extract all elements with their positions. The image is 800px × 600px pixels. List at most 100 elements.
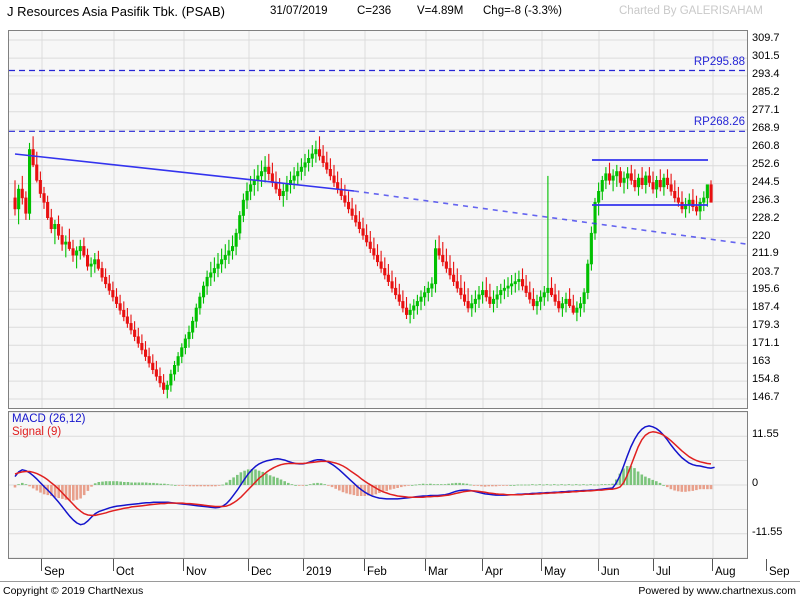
candle-body xyxy=(42,193,46,203)
macd-legend-signal: Signal (9) xyxy=(12,426,62,438)
macd-hist-bar xyxy=(531,484,534,485)
macd-hist-bar xyxy=(250,469,254,485)
candle-body xyxy=(705,184,709,199)
candle-body xyxy=(24,197,28,214)
macd-hist-bar xyxy=(334,485,337,489)
macd-hist-bar xyxy=(141,482,144,485)
candle-body xyxy=(404,307,409,315)
macd-tick-label: -11.55 xyxy=(752,525,783,538)
candle-body xyxy=(484,290,488,298)
candle-body xyxy=(336,182,340,190)
candle-body xyxy=(151,362,155,371)
candle-body xyxy=(687,199,691,205)
macd-hist-bar xyxy=(312,483,316,485)
macd-hist-bar xyxy=(491,485,494,487)
candle-body xyxy=(220,259,224,265)
macd-hist-bar xyxy=(206,485,210,487)
candle-body xyxy=(260,171,264,177)
candle-body xyxy=(212,268,216,274)
macd-hist-bar xyxy=(68,485,71,501)
macd-hist-bar xyxy=(119,481,122,485)
candle-body xyxy=(328,169,332,177)
candle-body xyxy=(607,173,612,181)
candle-body xyxy=(586,263,590,293)
macd-hist-bar xyxy=(42,485,46,495)
candle-body xyxy=(477,294,481,300)
macd-hist-bar xyxy=(272,476,275,485)
macd-hist-bar xyxy=(607,484,611,485)
candle-body xyxy=(466,301,470,309)
candle-body xyxy=(640,177,644,186)
macd-hist-bar xyxy=(469,484,472,486)
price-tick-label: 195.6 xyxy=(752,283,780,296)
candle-body xyxy=(433,248,438,285)
macd-hist-bar xyxy=(604,484,607,485)
macd-hist-bar xyxy=(239,472,243,485)
macd-hist-bar xyxy=(290,484,294,485)
candle-body xyxy=(227,250,231,256)
macd-hist-bar xyxy=(225,482,228,485)
price-tick-label: 211.9 xyxy=(752,247,779,260)
candle-body xyxy=(263,166,267,172)
macd-hist-bar xyxy=(82,485,86,496)
candle-body xyxy=(231,246,235,252)
macd-hist-bar xyxy=(655,481,658,485)
macd-hist-bar xyxy=(203,485,206,487)
macd-hist-bar xyxy=(75,485,79,500)
macd-hist-bar xyxy=(181,485,184,486)
macd-hist-bar xyxy=(305,485,308,486)
candle-body xyxy=(618,171,622,183)
price-tick-label: 171.1 xyxy=(752,337,780,350)
candle-body xyxy=(622,177,626,183)
macd-hist-bar xyxy=(560,484,563,485)
macd-hist-bar xyxy=(79,485,82,499)
candle-body xyxy=(78,246,82,252)
macd-hist-bar xyxy=(287,482,290,485)
price-tick-label: 285.2 xyxy=(752,86,780,98)
candle-body xyxy=(665,177,670,186)
price-chart-panel[interactable] xyxy=(8,30,748,409)
candle-body xyxy=(368,241,372,249)
macd-hist-bar xyxy=(447,483,450,485)
macd-hist-bar xyxy=(691,485,695,491)
macd-chart-panel[interactable] xyxy=(8,411,748,559)
macd-hist-bar xyxy=(327,485,330,486)
candle-body xyxy=(557,301,561,309)
candle-body xyxy=(93,259,97,265)
candle-body xyxy=(165,384,169,390)
candle-body xyxy=(245,191,249,201)
x-axis-label: 2019 xyxy=(306,566,332,578)
x-axis-tick xyxy=(364,559,365,571)
macd-hist-bar xyxy=(39,485,42,493)
candle-body xyxy=(144,349,148,357)
candle-body xyxy=(183,338,187,348)
macd-hist-bar xyxy=(523,484,527,486)
candle-body xyxy=(662,177,666,188)
macd-hist-bar xyxy=(341,485,345,493)
candle-body xyxy=(241,199,245,216)
candle-body xyxy=(136,336,140,344)
candle-body xyxy=(520,279,525,287)
macd-hist-bar xyxy=(126,482,130,485)
macd-hist-bar xyxy=(170,484,173,486)
candle-body xyxy=(513,281,517,285)
macd-hist-bar xyxy=(483,485,487,487)
macd-hist-bar xyxy=(414,484,418,486)
x-axis-tick xyxy=(712,559,713,571)
macd-hist-bar xyxy=(53,485,57,498)
candle-body xyxy=(394,287,398,296)
x-axis-tick xyxy=(113,559,114,571)
macd-hist-bar xyxy=(480,485,483,487)
candle-body xyxy=(100,268,104,278)
candle-body xyxy=(317,149,322,157)
candle-body xyxy=(553,294,557,302)
macd-hist-bar xyxy=(134,482,137,485)
x-axis-tick xyxy=(653,559,654,571)
macd-hist-bar xyxy=(516,484,520,486)
macd-hist-bar xyxy=(465,483,469,485)
macd-hist-bar xyxy=(622,468,625,485)
candle-body xyxy=(669,184,673,192)
candle-body xyxy=(332,175,336,183)
macd-hist-bar xyxy=(90,485,93,487)
candle-body xyxy=(223,254,227,260)
